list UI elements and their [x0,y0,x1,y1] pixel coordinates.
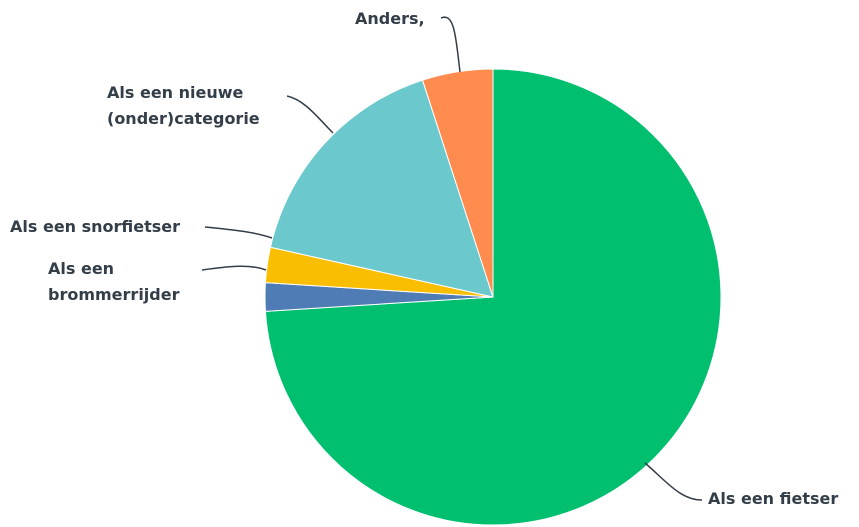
slice-label: Anders, [355,9,425,28]
slice-label: Als een brommerrijder [48,259,180,304]
leader-line [201,265,267,271]
pie-slice [269,79,494,298]
slice-label: Als een nieuwe (onder)categorie [107,83,260,128]
leader-line [286,95,334,134]
leader-line [204,226,273,239]
leader-line [440,16,461,73]
leader-line [644,462,703,501]
slice-label: Als een snorfietser [10,217,181,236]
pie-slice [421,68,494,298]
slice-label: Als een fietser [708,489,839,508]
